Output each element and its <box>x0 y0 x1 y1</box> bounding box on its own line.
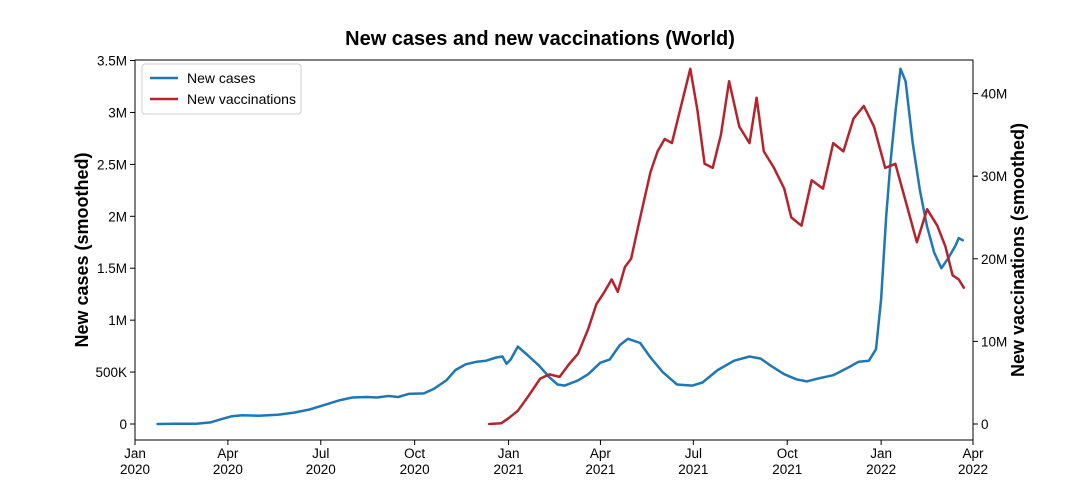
y-right-tick-label: 10M <box>981 334 1007 349</box>
x-tick-label-year: 2021 <box>585 462 615 477</box>
y-right-tick-label: 40M <box>981 87 1007 102</box>
y-axis-right: 0 10M 20M 30M 40M <box>973 87 1007 432</box>
x-tick-label-month: Jan <box>124 446 146 461</box>
y-right-tick-label: 20M <box>981 252 1007 267</box>
legend-frame <box>141 63 302 115</box>
x-tick-label-year: 2021 <box>772 462 802 477</box>
y-left-tick-label: 500K <box>95 365 127 380</box>
y-left-tick-label: 3M <box>108 105 127 120</box>
x-tick-label-year: 2020 <box>400 462 430 477</box>
y-left-tick-label: 2.5M <box>97 157 127 172</box>
plot-area-frame <box>134 59 974 441</box>
x-tick-label-month: Apr <box>962 446 984 461</box>
y-right-tick-label: 30M <box>981 169 1007 184</box>
x-tick-label-year: 2020 <box>306 462 336 477</box>
legend: New cases New vaccinations <box>141 63 302 115</box>
x-tick-label-year: 2022 <box>958 462 988 477</box>
x-tick-label-year: 2020 <box>120 462 150 477</box>
x-tick-label-year: 2021 <box>494 462 524 477</box>
chart-title: New cases and new vaccinations (World) <box>345 28 735 50</box>
x-tick-label-month: Jul <box>685 446 702 461</box>
x-tick-label-month: Jul <box>312 446 329 461</box>
x-tick-label-month: Oct <box>404 446 425 461</box>
x-tick-label-month: Apr <box>590 446 612 461</box>
y-left-tick-label: 2M <box>108 209 127 224</box>
y-left-tick-label: 0 <box>119 417 127 432</box>
y-left-tick-label: 3.5M <box>97 54 127 69</box>
y-right-tick-label: 0 <box>981 417 989 432</box>
x-tick-label-month: Apr <box>217 446 239 461</box>
x-tick-label-year: 2020 <box>213 462 243 477</box>
legend-label-new-cases: New cases <box>187 70 255 86</box>
x-tick-label-year: 2021 <box>678 462 708 477</box>
x-tick-label-year: 2022 <box>866 462 896 477</box>
y-axis-right-label: New vaccinations (smoothed) <box>1008 123 1028 377</box>
series-line-new-vaccinations <box>487 67 966 426</box>
y-left-tick-label: 1M <box>108 313 127 328</box>
legend-label-new-vaccinations: New vaccinations <box>187 91 296 107</box>
y-axis-left-label: New cases (smoothed) <box>72 152 92 347</box>
x-tick-label-month: Jan <box>498 446 520 461</box>
x-axis: Jan2020Apr2020Jul2020Oct2020Jan2021Apr20… <box>120 440 988 477</box>
series-layer <box>156 67 966 426</box>
series-line-new-cases <box>156 67 965 426</box>
y-left-tick-label: 1.5M <box>97 261 127 276</box>
x-tick-label-month: Jan <box>870 446 892 461</box>
y-axis-left: 0 500K 1M 1.5M 2M 2.5M 3M 3.5M <box>95 54 135 432</box>
x-tick-label-month: Oct <box>777 446 798 461</box>
